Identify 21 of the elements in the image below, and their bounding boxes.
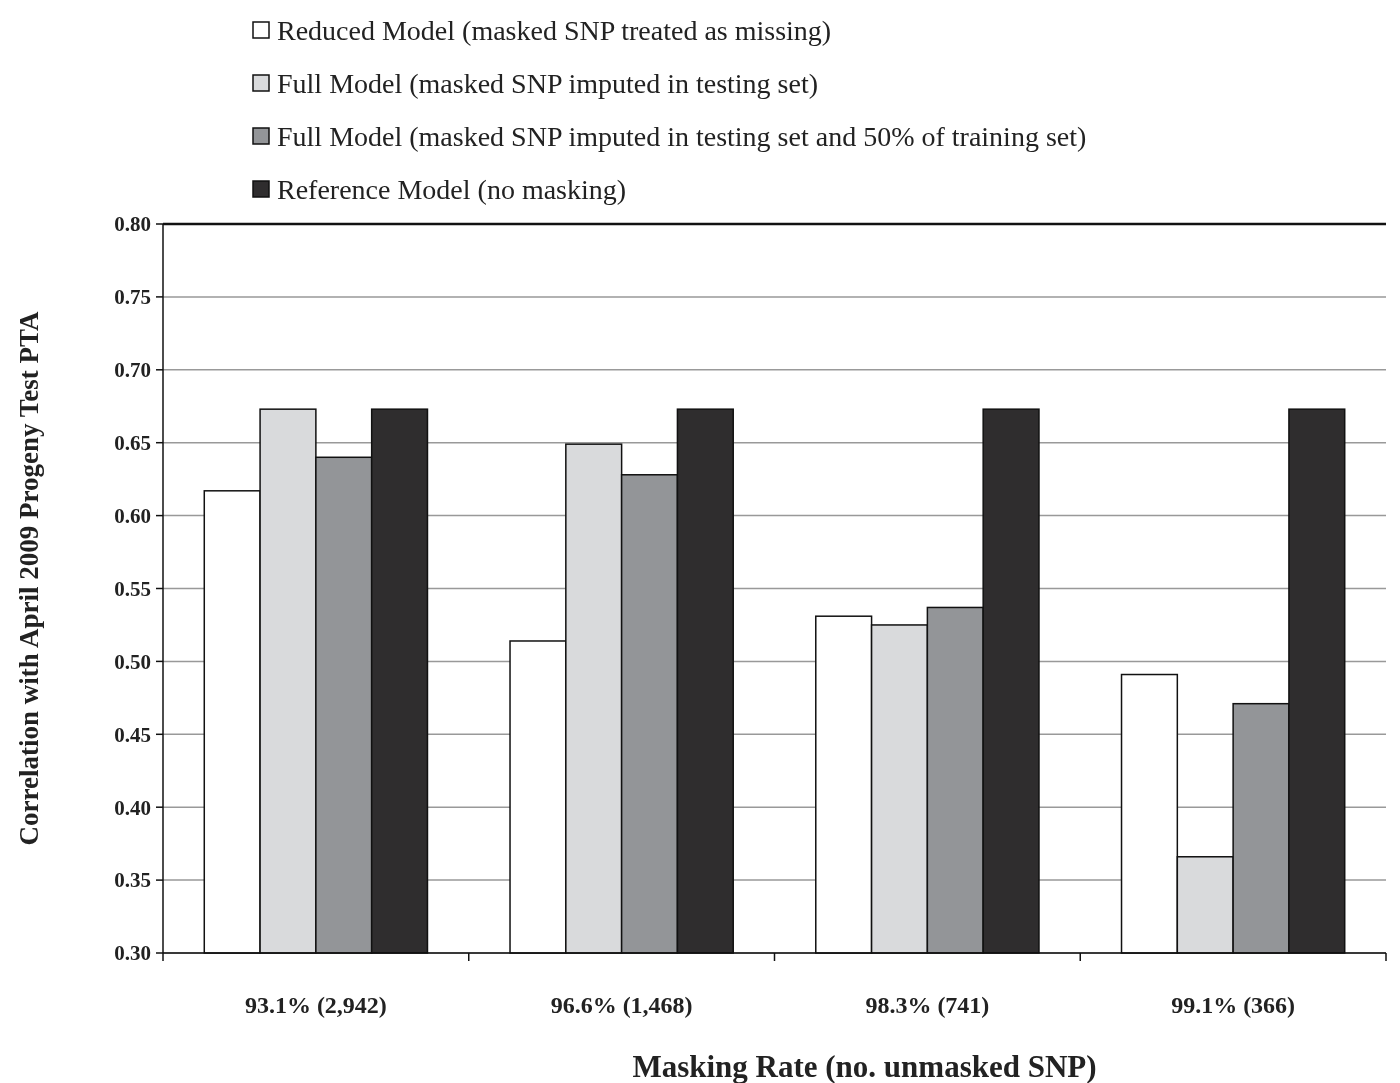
y-tick-label: 0.35 (114, 868, 151, 893)
legend-label: Full Model (masked SNP imputed in testing set) (277, 67, 819, 99)
y-tick-label: 0.65 (114, 431, 151, 456)
x-tick-label: 93.1% (2,942) (244, 992, 387, 1018)
y-tick-label: 0.75 (114, 285, 151, 310)
x-tick-label: 96.6% (1,468) (550, 992, 693, 1018)
legend-label: Reference Model (no masking) (277, 173, 627, 205)
legend-label: Full Model (masked SNP imputed in testing set and 50% of training set) (277, 120, 1087, 152)
y-tick-label: 0.55 (114, 576, 151, 601)
y-tick-label: 0.60 (114, 503, 151, 528)
y-tick-label: 0.70 (114, 358, 151, 383)
y-tick-label: 0.45 (114, 722, 151, 747)
x-tick-label: 98.3% (741) (865, 992, 990, 1018)
y-tick-label: 0.50 (114, 649, 151, 674)
y-axis-title: Correlation with April 2009 Progeny Test PTA (14, 311, 44, 846)
y-tick-label: 0.40 (114, 795, 151, 820)
x-tick-label: 99.1% (366) (1171, 992, 1296, 1018)
y-tick-label: 0.30 (114, 941, 151, 966)
y-tick-label: 0.80 (114, 212, 151, 237)
legend-label: Reduced Model (masked SNP treated as missing) (277, 14, 832, 46)
x-axis-title: Masking Rate (no. unmasked SNP) (632, 1049, 1097, 1083)
